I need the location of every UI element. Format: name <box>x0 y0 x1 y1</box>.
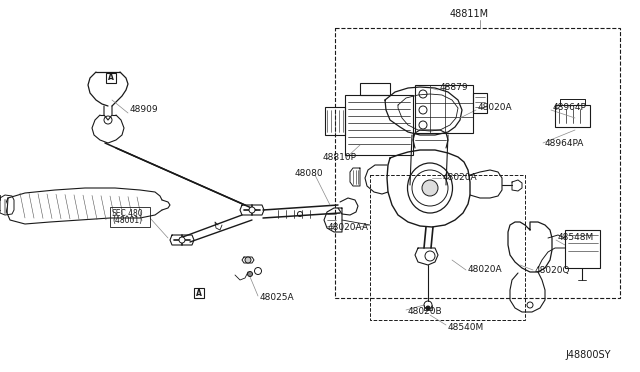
Text: 48080: 48080 <box>295 169 324 177</box>
Bar <box>565 230 600 268</box>
Bar <box>415 85 473 133</box>
Bar <box>555 105 590 127</box>
Text: A: A <box>108 74 114 83</box>
Text: 48964P: 48964P <box>553 103 587 112</box>
Text: 48020B: 48020B <box>408 308 443 317</box>
Text: SEC.480: SEC.480 <box>112 208 143 218</box>
Circle shape <box>245 257 251 263</box>
Bar <box>106 73 116 83</box>
Bar <box>345 95 413 155</box>
Text: (48001): (48001) <box>112 217 142 225</box>
Text: 48548M: 48548M <box>558 234 595 243</box>
Text: 48020A: 48020A <box>478 103 513 112</box>
Bar <box>473 93 487 113</box>
Text: J48800SY: J48800SY <box>565 350 611 360</box>
Circle shape <box>422 180 438 196</box>
Text: 48020A: 48020A <box>443 173 477 183</box>
Text: 48020A: 48020A <box>468 266 502 275</box>
Circle shape <box>248 272 253 276</box>
Text: 48810P: 48810P <box>323 153 357 161</box>
Bar <box>325 107 345 135</box>
Circle shape <box>426 306 430 310</box>
Bar <box>194 288 204 298</box>
Text: 48909: 48909 <box>130 106 159 115</box>
Text: 48964PA: 48964PA <box>545 138 584 148</box>
Bar <box>335 28 620 298</box>
Bar <box>370 175 525 320</box>
Text: 48020AA: 48020AA <box>328 224 369 232</box>
Text: A: A <box>196 289 202 298</box>
Bar <box>110 207 150 227</box>
Text: 48025A: 48025A <box>260 294 294 302</box>
Bar <box>360 83 390 95</box>
Circle shape <box>179 237 185 243</box>
Circle shape <box>249 207 255 213</box>
Text: 48811M: 48811M <box>450 9 489 19</box>
Text: 48020Q: 48020Q <box>535 266 570 275</box>
Text: 48540M: 48540M <box>448 323 484 331</box>
Text: 48879: 48879 <box>440 83 468 93</box>
